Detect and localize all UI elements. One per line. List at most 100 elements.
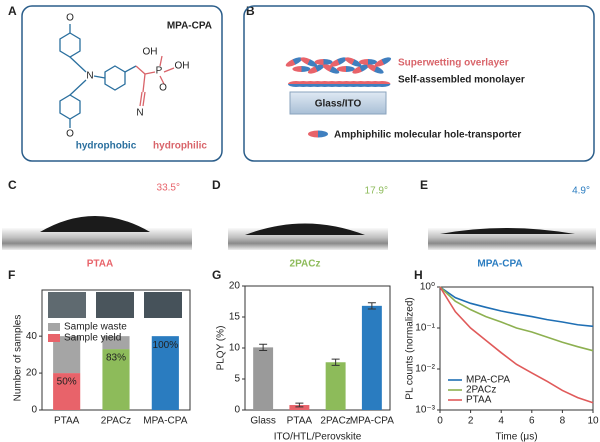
bar [253,347,274,410]
atom: OH [175,61,190,72]
yield-label: 50% [57,377,77,388]
hydrophobic-label: hydrophobic [76,141,137,152]
y-tick-label: 5 [234,374,240,385]
decay-curve [439,286,594,404]
molecule [330,57,347,67]
x-tick-label: 2PACz [320,416,350,427]
sample-photo [144,292,182,318]
sample-name: MPA-CPA [477,259,522,270]
atom: O [66,13,74,24]
molecule [307,64,325,74]
panel-label: A [8,4,17,18]
panel-label: G [212,268,221,282]
atom: N [86,71,93,82]
molecule-name: MPA-CPA [167,21,212,32]
error-bar [331,358,340,366]
x-tick-label: Glass [250,416,276,427]
x-axis-label: Time (μs) [495,432,537,442]
panel-label: B [246,4,255,18]
y-tick-label: 10 [229,343,241,354]
panel-label: D [212,178,221,192]
overlayer-label: Superwetting overlayer [398,58,509,69]
bar [102,336,130,350]
y-tick-label: 10⁻³ [415,405,435,416]
axes-frame [439,286,594,411]
contact-angle: 17.9° [365,186,388,197]
legend-label: 2PACz [466,385,496,396]
x-tick-label: MPA-CPA [143,416,187,427]
y-axis-label: PLQY (%) [216,326,227,371]
bar [361,305,382,410]
molecule [322,64,340,74]
y-tick-label: 0 [234,405,240,416]
bar [102,349,130,410]
x-axis-label: ITO/HTL/Perovskite [274,432,362,442]
legend-label: Sample yield [64,333,121,344]
yield-label: 100% [153,340,179,351]
legend-swatch [48,334,60,342]
sample-name: PTAA [87,259,113,270]
x-tick-label: 10 [587,416,599,427]
droplet [245,223,365,235]
yield-label: 83% [106,353,126,364]
molecule-acid [135,55,175,107]
molecule [314,59,333,65]
bar [53,373,81,410]
molecule [292,66,311,72]
x-tick-label: PTAA [54,416,80,427]
panel-frame [243,5,595,162]
decay-curve [439,286,594,352]
bar [325,362,346,410]
y-tick-label: 15 [229,312,241,323]
bar [53,336,81,374]
sample-photo [96,292,134,318]
molecule [59,24,137,128]
x-tick-label: 6 [529,416,535,427]
contact-angle: 4.9° [572,186,590,197]
legend-label: Sample waste [64,322,127,333]
y-tick-label: 20 [229,281,241,292]
panel-label: H [414,268,423,282]
x-tick-label: 2 [468,416,474,427]
panel-label: C [8,178,17,192]
molecule [367,64,384,74]
atom-labels: O N O OH O P OH N [66,13,189,140]
x-tick-label: PTAA [287,416,313,427]
molecule [285,57,303,67]
error-bar [367,302,376,310]
substrate-label: Glass/ITO [315,99,362,110]
atom: N [136,108,143,119]
monolayer-label: Self-assembled monolayer [398,75,525,86]
droplet [440,228,575,234]
x-tick-label: MPA-CPA [350,416,394,427]
molecule [352,64,369,74]
error-bar [295,402,304,408]
atom: P [156,66,163,77]
legend-label: MPA-CPA [466,375,510,386]
y-tick-label: 10⁻¹ [415,323,435,334]
atom: OH [143,47,158,58]
legend-label: PTAA [466,395,492,406]
atom: O [66,129,74,140]
sample-photo [48,292,86,318]
droplet [40,216,150,232]
y-tick-label: 10⁰ [420,282,435,293]
substrate [289,91,387,115]
y-tick-label: 0 [31,405,37,416]
molecule [336,66,355,72]
y-tick-label: 40 [26,331,38,342]
monolayer [285,57,392,87]
bar [289,405,310,410]
molecule [374,57,392,67]
molecule [344,57,362,67]
contact-angle: 33.5° [157,183,180,194]
panel-label: F [8,268,15,282]
x-tick-label: 8 [560,416,566,427]
molecule [300,57,318,67]
molecule [359,59,377,65]
sample-name: 2PACz [290,259,321,270]
panel-label: E [420,178,428,192]
hydrophilic-label: hydrophilic [153,141,207,152]
error-bar [259,343,268,351]
x-tick-label: 4 [498,416,504,427]
